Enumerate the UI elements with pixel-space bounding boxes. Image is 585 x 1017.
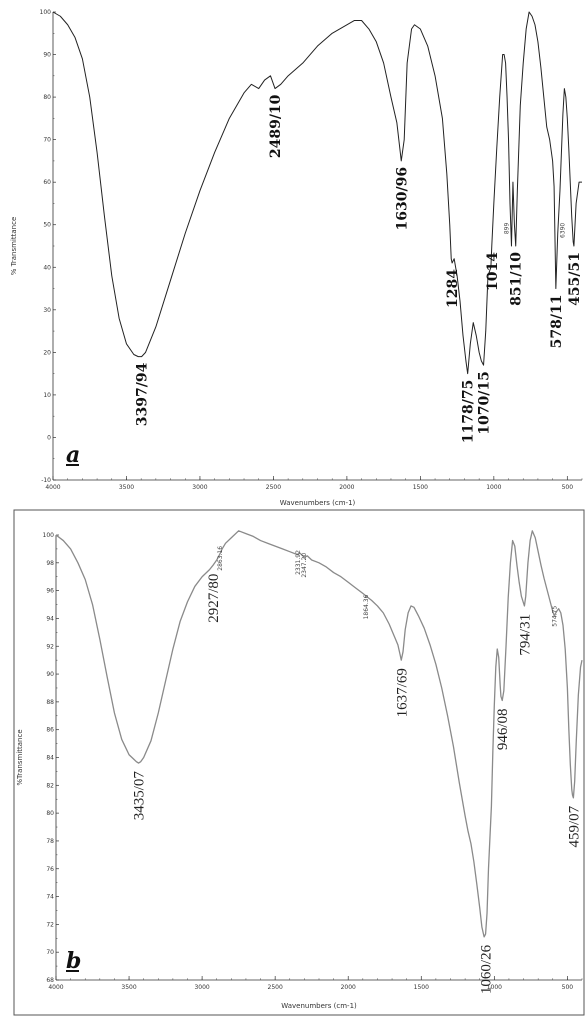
- panel-letter: b: [66, 948, 81, 974]
- y-tick-label: 74: [46, 894, 54, 901]
- peak-label: 1060/26: [479, 944, 495, 994]
- x-axis-label: Wavenumbers (cm-1): [281, 1002, 357, 1010]
- peak-label: 1070/15: [477, 371, 493, 435]
- peak-label: 3397/94: [135, 362, 151, 426]
- y-tick-label: 86: [46, 727, 54, 734]
- y-tick-label: 92: [46, 643, 54, 650]
- peak-label: 1014: [485, 252, 501, 291]
- panel-letter: a: [66, 442, 80, 468]
- y-tick-label: 94: [46, 615, 54, 622]
- y-tick-label: 88: [46, 699, 54, 706]
- peak-label: 1178/75: [461, 380, 477, 444]
- peak-label: 2927/80: [206, 574, 222, 623]
- x-tick-label: 2000: [339, 484, 354, 491]
- spectrum-line: [52, 11, 582, 375]
- x-tick-label: 1000: [487, 984, 502, 991]
- y-tick-label: 80: [46, 810, 54, 817]
- x-tick-label: 3500: [121, 984, 136, 991]
- y-axis-label: %Transmittance: [16, 729, 24, 785]
- x-tick-label: 500: [562, 484, 574, 491]
- peak-label: 578/11: [549, 295, 565, 349]
- y-tick-label: 60: [43, 179, 51, 186]
- y-tick-label: 78: [46, 838, 54, 845]
- y-tick-label: 70: [43, 137, 51, 144]
- small-peak-label: 1864.36: [363, 594, 370, 619]
- y-tick-label: 84: [46, 755, 54, 762]
- small-peak-label: 574.75: [552, 606, 559, 627]
- peak-label: 3435/07: [132, 771, 148, 821]
- x-axis-label: Wavenumbers (cm-1): [280, 499, 356, 507]
- x-tick-label: 2000: [341, 984, 356, 991]
- x-tick-label: 500: [562, 984, 574, 991]
- y-tick-label: 40: [43, 264, 51, 271]
- peak-label: 946/08: [495, 708, 511, 750]
- y-tick-label: 50: [43, 222, 51, 229]
- y-tick-label: 80: [43, 94, 51, 101]
- peak-label: 459/07: [566, 805, 582, 847]
- x-tick-label: 3500: [119, 484, 134, 491]
- y-tick-label: 100: [43, 532, 55, 539]
- small-peak-label: 899: [504, 223, 511, 235]
- small-peak-label: 6390: [559, 223, 566, 238]
- peak-label: 1637/69: [394, 668, 410, 717]
- y-tick-label: 100: [40, 9, 52, 16]
- y-axis-label: % Transmittance: [10, 217, 18, 276]
- y-tick-label: 68: [46, 977, 54, 984]
- y-tick-label: 10: [43, 392, 51, 399]
- panel-b: 68 70 72 74 76 78 80 82 84 86 88 90 92 94 96 98 100 4000 3…: [13, 509, 585, 1016]
- y-tick-label: 30: [43, 307, 51, 314]
- x-tick-label: 3000: [192, 484, 207, 491]
- peak-label: 455/51: [567, 252, 583, 306]
- x-tick-label: 4000: [48, 984, 63, 991]
- y-tick-label: 0: [47, 434, 51, 441]
- y-tick-label: 72: [46, 921, 54, 928]
- x-tick-label: 3000: [194, 984, 209, 991]
- panel-b-frame: [13, 509, 585, 1016]
- x-tick-label: 1500: [414, 984, 429, 991]
- y-tick-label: 90: [43, 52, 51, 59]
- peak-label: 2489/10: [268, 94, 284, 158]
- spectrum-line: [55, 530, 583, 938]
- y-tick-label: 98: [46, 560, 54, 567]
- peak-label: 1284: [445, 269, 461, 308]
- x-tick-label: 4000: [45, 484, 60, 491]
- small-peak-label: 2863.16: [217, 546, 224, 571]
- peak-label: 1630/96: [394, 167, 410, 231]
- y-tick-label: 90: [46, 671, 54, 678]
- panel-a: -10 0 10 20 30 40 50 60 70 80 90 100 4000 3500 3000 250…: [10, 9, 583, 507]
- y-tick-label: 76: [46, 866, 54, 873]
- y-tick-label: 82: [46, 782, 54, 789]
- peak-label: 794/31: [517, 614, 533, 656]
- small-peak-label: 2347.20: [301, 553, 308, 578]
- peak-label: 851/10: [509, 252, 525, 306]
- x-tick-label: 1500: [413, 484, 428, 491]
- y-tick-label: 70: [46, 949, 54, 956]
- small-peak-label: 2331.92: [295, 550, 302, 575]
- x-tick-label: 2500: [268, 984, 283, 991]
- y-tick-label: 20: [43, 349, 51, 356]
- x-tick-label: 1000: [486, 484, 501, 491]
- y-tick-label: 96: [46, 588, 54, 595]
- y-tick-label: -10: [41, 477, 51, 484]
- x-tick-label: 2500: [266, 484, 281, 491]
